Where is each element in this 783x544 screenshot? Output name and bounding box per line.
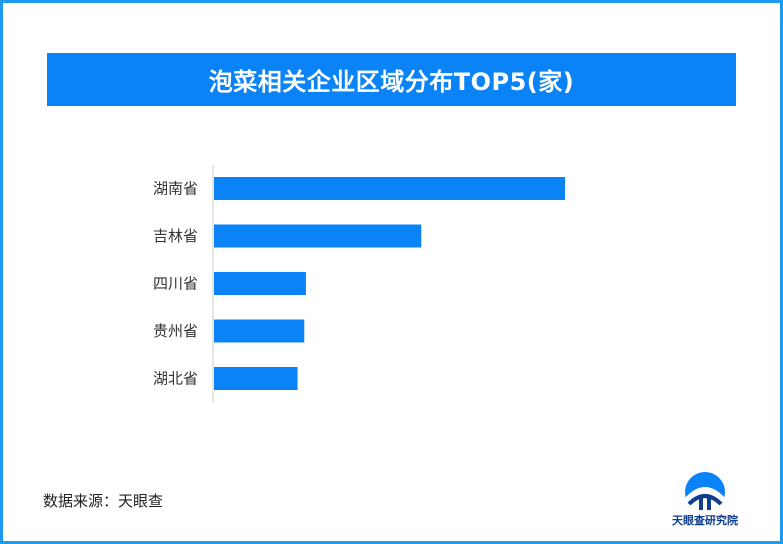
tianyancha-logo: 天眼查研究院 [655,468,755,530]
title-bar: 泡菜相关企业区域分布TOP5(家) [47,53,736,106]
bar-1 [214,177,565,200]
category-label-1: 湖南省 [153,180,198,198]
logo-text: 天眼查研究院 [672,514,738,527]
bar-3 [214,272,306,295]
category-label-3: 四川省 [153,275,198,293]
logo-emblem-icon [685,472,725,512]
category-label-5: 湖北省 [153,370,198,388]
chart-title: 泡菜相关企业区域分布TOP5(家) [208,68,575,96]
category-label-4: 贵州省 [153,322,198,340]
bars-group [214,177,565,390]
bar-4 [214,319,305,343]
bar-5 [214,367,298,390]
bar-2 [214,224,422,248]
data-source: 数据来源：天眼查 [43,492,164,510]
category-label-2: 吉林省 [153,227,198,245]
